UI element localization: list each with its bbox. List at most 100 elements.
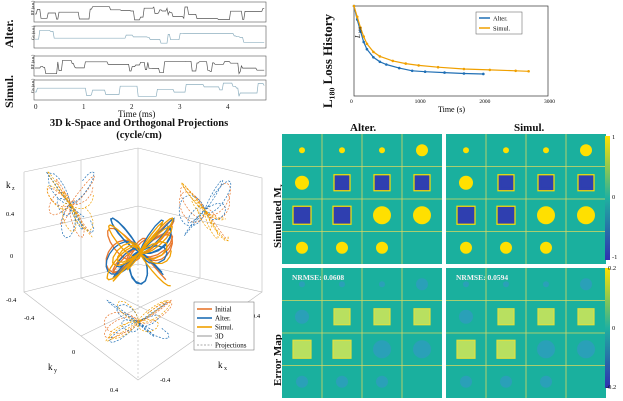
map-disk-simul-err-0-2: [543, 281, 549, 288]
wf-tick-4: 4: [226, 103, 230, 111]
kspace-proj-right-1-1: [178, 180, 232, 227]
map-disk-alter-sim-1-0: [295, 175, 309, 190]
loss-chart-svg: 0 1000 2000 3000 L₁₈₀ Time (s) Alter. Simul…: [350, 4, 555, 114]
kspace-3d-curve-2-3: [112, 225, 173, 271]
loss-point-0-10: [423, 70, 427, 73]
loss-point-1-12: [488, 68, 492, 72]
loss-xtick-1: 1000: [415, 99, 426, 105]
kspace-proj-right-2-0: [181, 181, 229, 242]
map-square-simul-sim-2-0: [456, 205, 476, 225]
map-disk-simul-err-1-0: [459, 309, 473, 324]
loss-xtick-2: 2000: [479, 99, 490, 105]
svg-text:-0.4: -0.4: [6, 297, 17, 304]
map-disk-alter-sim-0-1: [339, 147, 345, 154]
map-square-simul-err-2-1: [496, 339, 516, 359]
map-disk-alter-sim-0-3: [416, 144, 428, 157]
map-inner-alter-sim-1-2: [377, 177, 387, 188]
svg-text:0.4: 0.4: [110, 387, 119, 394]
maps-svg: NRMSE: 0.0608 NRMSE: 0.0594: [282, 134, 606, 398]
loss-xlabel: Time (s): [438, 105, 465, 114]
loss-chart-title: L₁₈₀ Loss History: [320, 13, 335, 108]
loss-point-1-3: [362, 35, 365, 38]
map-inner-alter-sim-1-3: [417, 177, 427, 188]
map-square-alter-sim-2-1: [332, 205, 352, 225]
map-square-simul-err-1-3: [577, 308, 595, 326]
loss-point-1-13: [514, 69, 517, 73]
waveform-ylabel-3: Gx (a.u.): [30, 78, 35, 93]
waveform-trace-2: [35, 59, 265, 75]
svg-text:0.4: 0.4: [252, 313, 261, 320]
loss-point-0-5: [372, 56, 375, 59]
legend-alter: Alter.: [493, 16, 508, 23]
map-square-alter-sim-2-0: [292, 205, 312, 225]
map-disk-simul-err-0-1: [503, 281, 509, 288]
waveform-plots: RF (a.u.) Gx (a.u.) RF (a.u.) Gx (a.u.): [30, 0, 267, 101]
map-disk-simul-err-3-0: [460, 375, 472, 388]
loss-point-1-8: [404, 62, 408, 65]
loss-point-1-4: [365, 42, 369, 46]
map-disk-alter-err-3-1: [336, 375, 348, 388]
loss-point-0-11: [443, 71, 446, 74]
map-square-alter-err-1-1: [333, 308, 351, 326]
svg-text:-0.4: -0.4: [160, 377, 171, 384]
kspace-proj-left-2-1: [46, 184, 94, 231]
loss-point-0-13: [482, 72, 485, 76]
loss-point-1-14: [527, 69, 530, 73]
loss-point-1-0: [352, 4, 356, 8]
col-label-alter: Alter.: [350, 122, 377, 134]
kspace-title: 3D k-Space and Orthogonal Projections (c…: [49, 118, 229, 141]
loss-point-1-1: [355, 15, 359, 19]
map-disk-simul-err-0-3: [580, 278, 592, 291]
loss-point-1-11: [462, 67, 466, 71]
kspace-proj-left-0-0: [48, 175, 95, 225]
loss-point-0-3: [362, 40, 365, 44]
kz-label: k: [6, 180, 11, 190]
waveform-axes-1: [33, 25, 267, 49]
waveform-x-ticks: 0 1 2 3 4: [34, 103, 264, 113]
map-disk-simul-sim-3-2: [540, 241, 552, 254]
map-disk-alter-sim-2-2: [373, 206, 391, 225]
loss-point-0-4: [365, 47, 369, 51]
map-square-simul-err-1-2: [537, 308, 555, 326]
svg-text:0: 0: [10, 253, 13, 260]
map-disk-simul-sim-0-0: [463, 147, 469, 154]
loss-point-1-10: [436, 65, 440, 69]
svg-text:-0.4: -0.4: [24, 315, 35, 322]
map-disk-simul-err-0-0: [463, 281, 469, 288]
kspace-proj-right-1-0: [183, 179, 227, 236]
loss-point-1-5: [372, 50, 375, 54]
svg-text:x: x: [224, 366, 227, 372]
kspace-legend-label-0: Initial: [215, 306, 232, 314]
waveform-trace-0: [35, 6, 265, 21]
waveform-ylabel-2: RF (a.u.): [30, 54, 35, 69]
map-disk-alter-err-0-1: [339, 281, 345, 288]
map-disk-simul-sim-0-1: [503, 147, 509, 154]
map-disk-alter-err-3-0: [296, 375, 308, 388]
kspace-proj-left-2-0: [47, 170, 95, 238]
map-disk-simul-sim-3-0: [460, 241, 472, 254]
map-disk-alter-err-0-3: [416, 278, 428, 291]
kspace-legend-label-4: Projections: [215, 342, 247, 350]
map-disk-simul-sim-2-2: [537, 206, 555, 225]
ky-label: k: [48, 362, 53, 372]
map-disk-alter-sim-3-1: [336, 241, 348, 254]
kspace-legend-label-1: Alter.: [215, 315, 231, 323]
kspace-proj-bottom-2-1: [105, 300, 171, 342]
map-disk-alter-sim-2-3: [413, 206, 431, 225]
colorbar-top: [605, 136, 610, 260]
map-disk-alter-err-0-0: [299, 281, 305, 288]
kspace-panel: 3D k-Space and Orthogonal Projections (c…: [0, 118, 278, 401]
map-disk-alter-sim-0-2: [379, 147, 385, 154]
waveform-trace-3: [35, 82, 265, 97]
loss-point-1-6: [378, 55, 382, 58]
kspace-3d-curve-2-2: [107, 224, 172, 287]
map-square-alter-err-2-0: [292, 339, 312, 359]
map-disk-simul-err-3-1: [500, 375, 512, 388]
loss-point-1-2: [359, 26, 362, 29]
kspace-legend-label-3: 3D: [215, 333, 224, 341]
map-square-alter-err-1-3: [413, 308, 431, 326]
map-disk-alter-err-0-2: [379, 281, 385, 288]
map-inner-simul-sim-1-1: [501, 177, 511, 188]
loss-xtick-3: 3000: [544, 99, 555, 105]
map-disk-alter-sim-3-0: [296, 241, 308, 254]
